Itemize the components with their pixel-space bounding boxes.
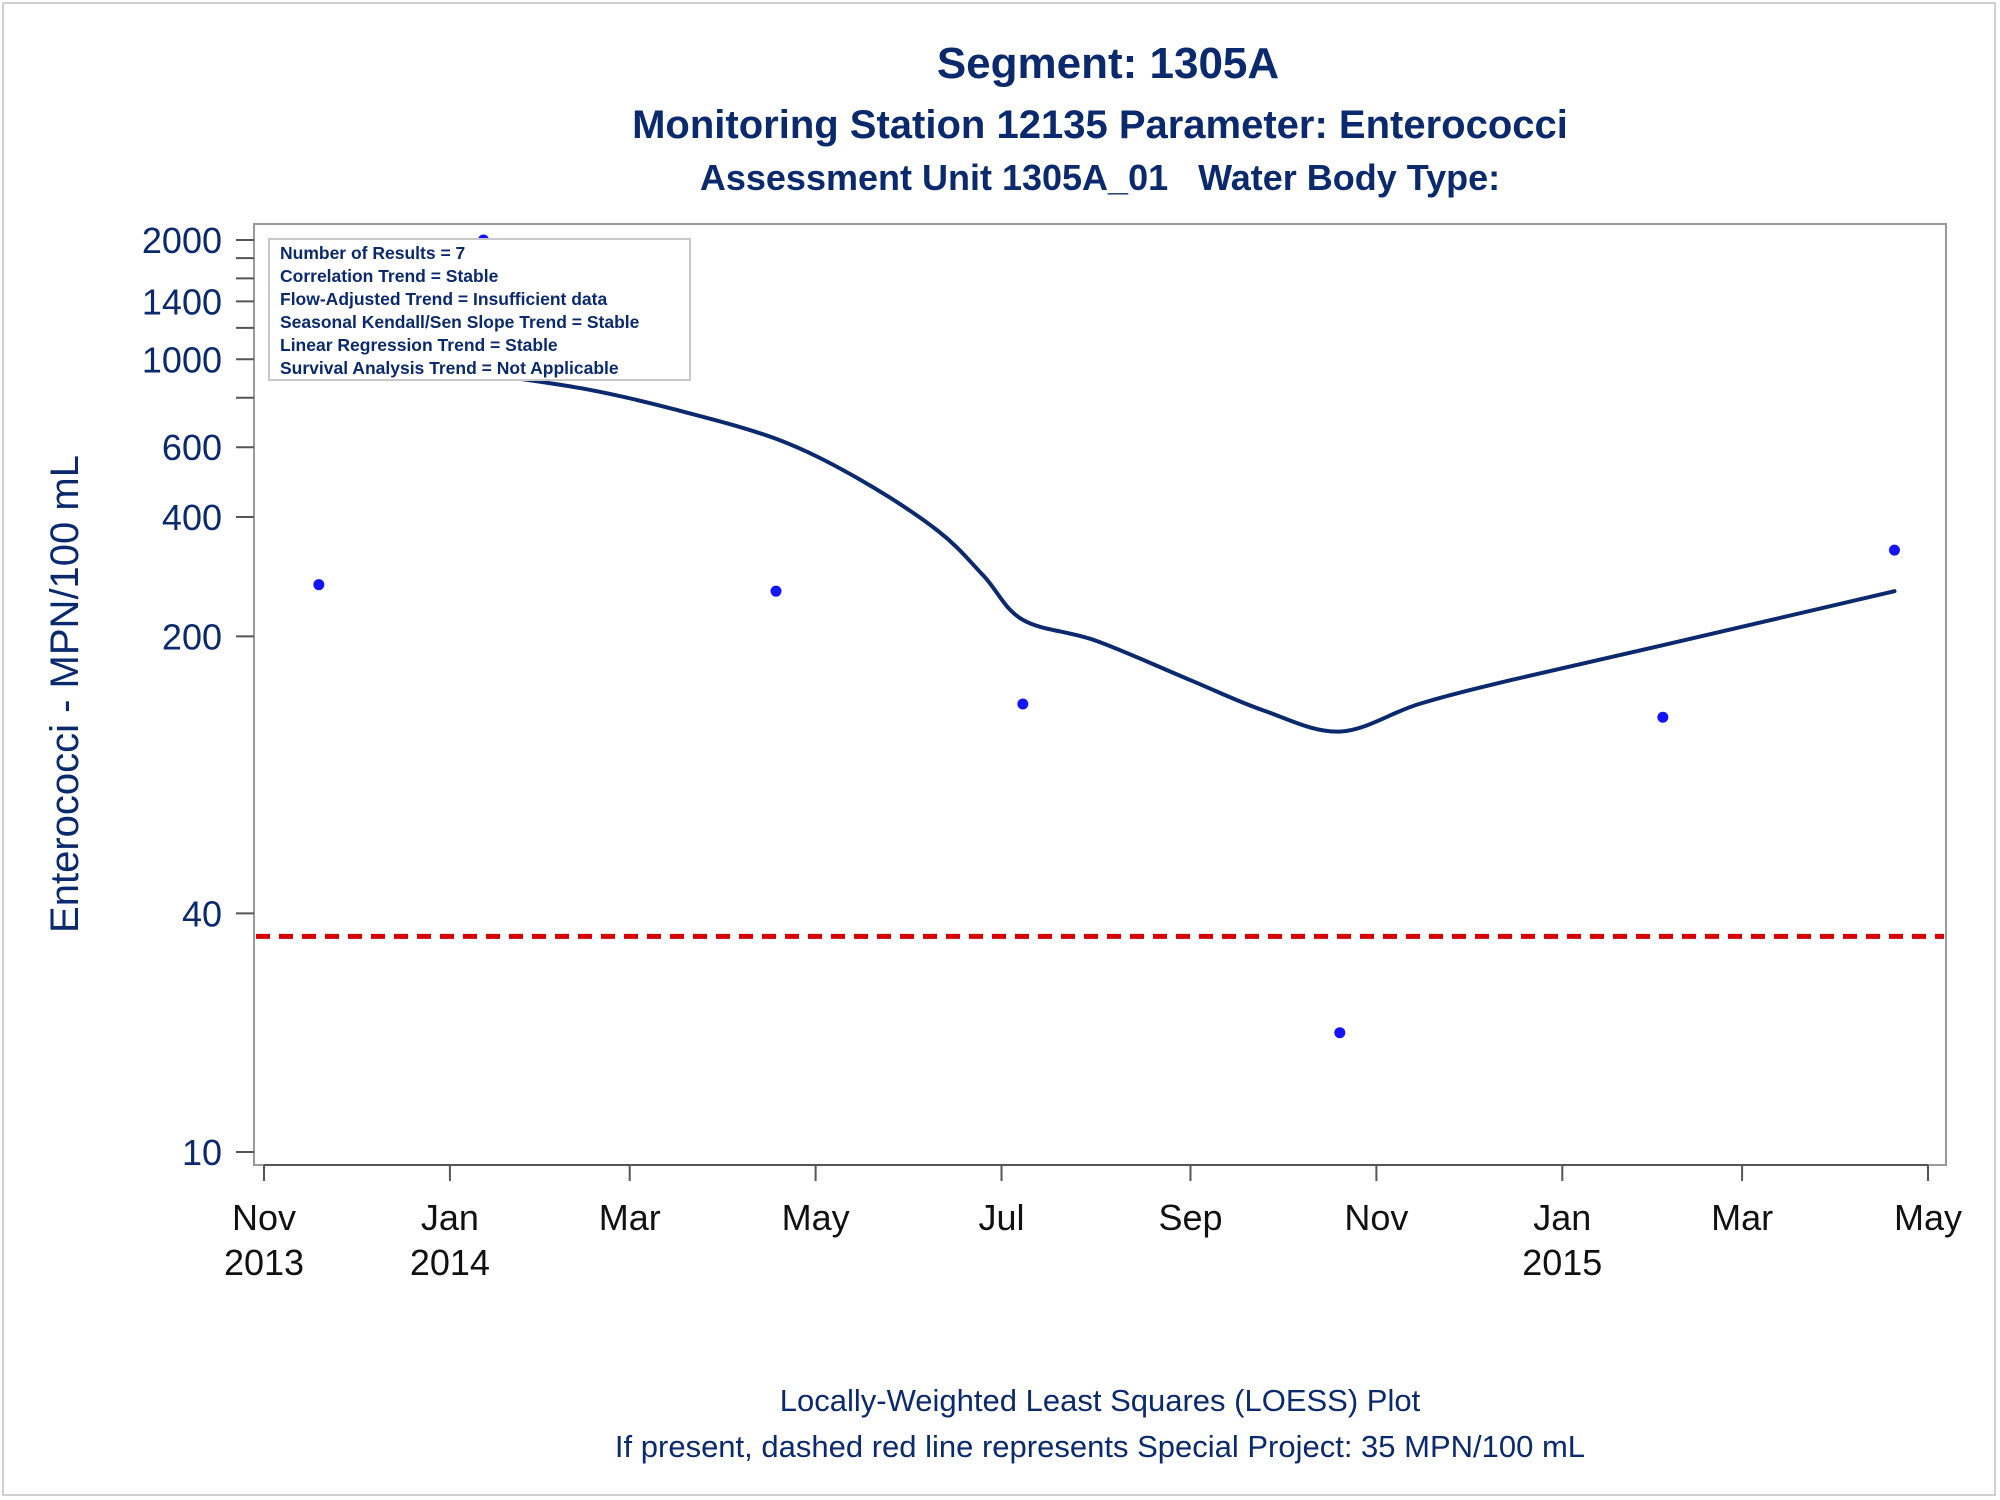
x-tick-label: Nov [232,1197,296,1238]
chart-subtitle-2: Assessment Unit 1305A_01 Water Body Type… [700,157,1500,198]
y-tick-label: 1000 [142,339,222,380]
x-tick-label: May [1894,1197,1962,1238]
y-tick-label: 10 [182,1132,222,1173]
data-point [1334,1027,1346,1039]
data-point [770,585,782,597]
trend-inset: Number of Results = 7 Correlation Trend =… [268,238,691,381]
y-tick-label: 40 [182,893,222,934]
inset-line: Correlation Trend = Stable [280,266,499,286]
y-axis-label: Enterococci - MPN/100 mL [43,455,87,933]
y-tick-label: 2000 [142,220,222,261]
x-tick-label: Mar [599,1197,661,1238]
inset-line: Survival Analysis Trend = Not Applicable [280,358,619,378]
data-point [313,579,325,591]
chart-subtitle: Monitoring Station 12135 Parameter: Ente… [632,103,1568,147]
x-tick-label: Jul [979,1197,1025,1238]
x-tick-year-label: 2013 [224,1242,304,1283]
loess-line [316,353,1897,734]
inset-line: Seasonal Kendall/Sen Slope Trend = Stabl… [280,312,640,332]
x-tick-label: Nov [1344,1197,1408,1238]
x-tick-label: Mar [1711,1197,1773,1238]
x-tick-label: Sep [1158,1197,1222,1238]
y-tick-label: 400 [162,497,222,538]
footnote-loess: Locally-Weighted Least Squares (LOESS) P… [780,1383,1421,1418]
y-tick-label: 200 [162,616,222,657]
chart-title: Segment: 1305A [937,39,1279,88]
x-tick-year-label: 2015 [1522,1242,1602,1283]
inset-line: Flow-Adjusted Trend = Insufficient data [280,289,607,309]
inset-line: Number of Results = 7 [280,243,465,263]
inset-box [268,238,691,381]
x-tick-year-label: 2014 [410,1242,490,1283]
x-tick-label: Jan [421,1197,479,1238]
x-tick-label: May [782,1197,850,1238]
y-tick-label: 600 [162,427,222,468]
data-point [1888,544,1900,556]
data-point [1017,698,1029,710]
y-axis: 10 40 200 400 600 1000 1400 2000 [142,220,254,1173]
y-tick-label: 1400 [142,281,222,322]
footnote-reference: If present, dashed red line represents S… [615,1429,1585,1464]
x-tick-label: Jan [1533,1197,1591,1238]
data-point [1657,711,1669,723]
inset-line: Linear Regression Trend = Stable [280,335,558,355]
